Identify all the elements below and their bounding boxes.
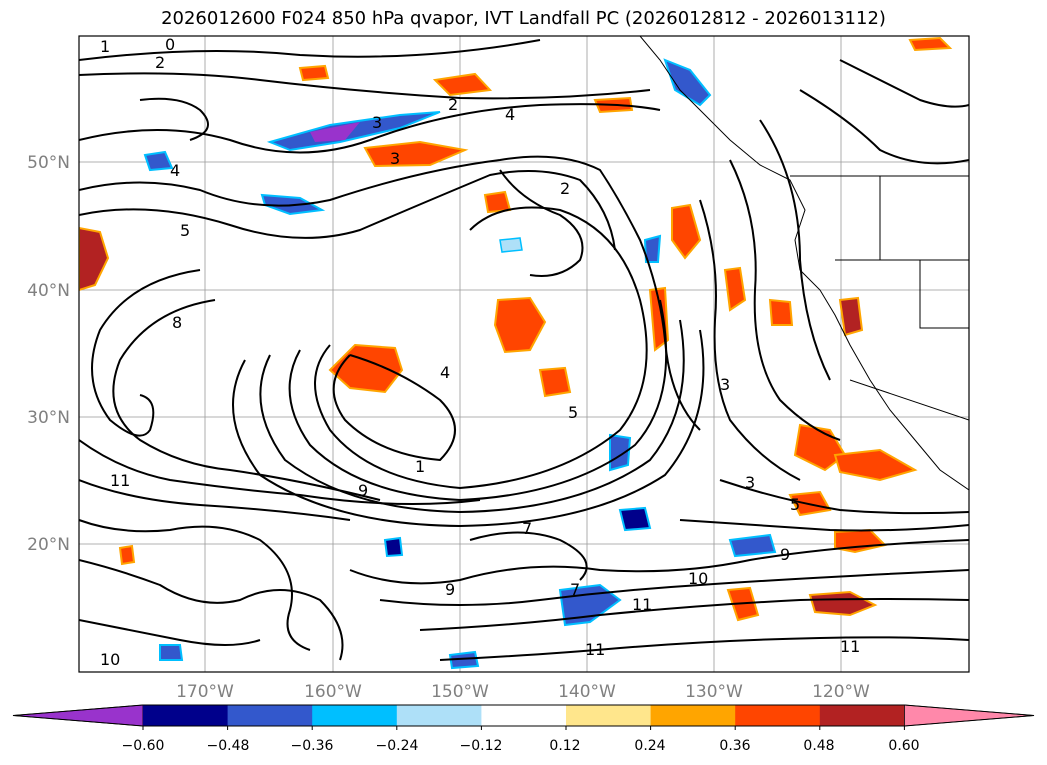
- lon-tick-label: 150°W: [431, 682, 489, 702]
- colorbar-tick-label: −0.48: [207, 738, 250, 754]
- contour-label: 4: [505, 105, 515, 124]
- colorbar-extend-high: [904, 704, 1035, 727]
- contour-label: 5: [790, 495, 800, 514]
- contour-label: 4: [440, 363, 450, 382]
- colorbar-tick-label: 0.12: [549, 738, 580, 754]
- map-frame: [79, 36, 969, 672]
- contour-label: 0: [165, 35, 175, 54]
- colorbar-segment: [227, 705, 313, 726]
- contour-label: 11: [840, 637, 860, 656]
- colorbar: [12, 704, 1035, 730]
- contour-label: 10: [688, 569, 708, 588]
- lat-labels: 50°N 40°N 30°N 20°N: [27, 153, 70, 555]
- contour-label: 1: [415, 457, 425, 476]
- colorbar-tick-label: 0.24: [634, 738, 665, 754]
- contour-label: 3: [372, 113, 382, 132]
- lat-tick-label: 50°N: [27, 153, 70, 173]
- contour-label: 4: [170, 161, 180, 180]
- lat-tick-label: 40°N: [27, 281, 70, 301]
- colorbar-tick-label: −0.24: [376, 738, 419, 754]
- colorbar-tick-label: 0.48: [803, 738, 834, 754]
- lon-tick-label: 140°W: [558, 682, 616, 702]
- contour-label: 10: [100, 650, 120, 669]
- lon-tick-label: 160°W: [304, 682, 362, 702]
- contour-label: 9: [445, 580, 455, 599]
- contour-labels: 0 2 1 3 4 4 5 2 3 8 9 11 7 10 11 9 7 5 3…: [100, 35, 860, 669]
- contour-label: 3: [390, 149, 400, 168]
- colorbar-tick-label: −0.36: [291, 738, 334, 754]
- contour-label: 9: [780, 545, 790, 564]
- colorbar-extend-low: [12, 704, 144, 727]
- contour-label: 2: [560, 179, 570, 198]
- contour-label: 11: [585, 640, 605, 659]
- colorbar-segment: [396, 705, 482, 726]
- lon-tick-label: 130°W: [685, 682, 743, 702]
- colorbar-tick-label: −0.12: [460, 738, 503, 754]
- colorbar-segment: [819, 705, 905, 726]
- contour-label: 2: [155, 53, 165, 72]
- colorbar-segment: [143, 705, 229, 726]
- colorbar-segment: [312, 705, 398, 726]
- contour-label: 5: [568, 403, 578, 422]
- colorbar-labels: −0.60 −0.48 −0.36 −0.24 −0.12 0.12 0.24 …: [122, 738, 920, 754]
- map-title: 2026012600 F024 850 hPa qvapor, IVT Land…: [161, 8, 886, 29]
- contour-lines: [79, 39, 969, 661]
- contour-label: 11: [110, 471, 130, 490]
- contour-label: 7: [570, 580, 580, 599]
- colorbar-tick-label: 0.60: [888, 738, 919, 754]
- contour-label: 3: [720, 375, 730, 394]
- colorbar-segment: [735, 705, 821, 726]
- contour-label: 5: [180, 221, 190, 240]
- contour-label: 11: [632, 595, 652, 614]
- colorbar-segment: [650, 705, 736, 726]
- colorbar-tick-label: −0.60: [122, 738, 165, 754]
- lat-tick-label: 30°N: [27, 408, 70, 428]
- coastlines: [639, 36, 969, 672]
- lon-labels: 170°W 160°W 150°W 140°W 130°W 120°W: [176, 682, 870, 702]
- contour-label: 8: [172, 313, 182, 332]
- positive-anomaly-fills: [79, 36, 953, 622]
- lon-tick-label: 170°W: [176, 682, 234, 702]
- map-border: [78, 35, 970, 673]
- contour-label: 9: [358, 481, 368, 500]
- contour-label: 2: [448, 95, 458, 114]
- contour-label: 1: [100, 37, 110, 56]
- negative-anomaly-fills: [143, 58, 777, 670]
- lon-tick-label: 120°W: [812, 682, 870, 702]
- colorbar-segment: [481, 705, 567, 726]
- colorbar-tick-label: 0.36: [719, 738, 750, 754]
- contour-label: 3: [745, 473, 755, 492]
- colorbar-segment: [566, 705, 652, 726]
- lat-tick-label: 20°N: [27, 535, 70, 555]
- contour-label: 7: [522, 519, 532, 538]
